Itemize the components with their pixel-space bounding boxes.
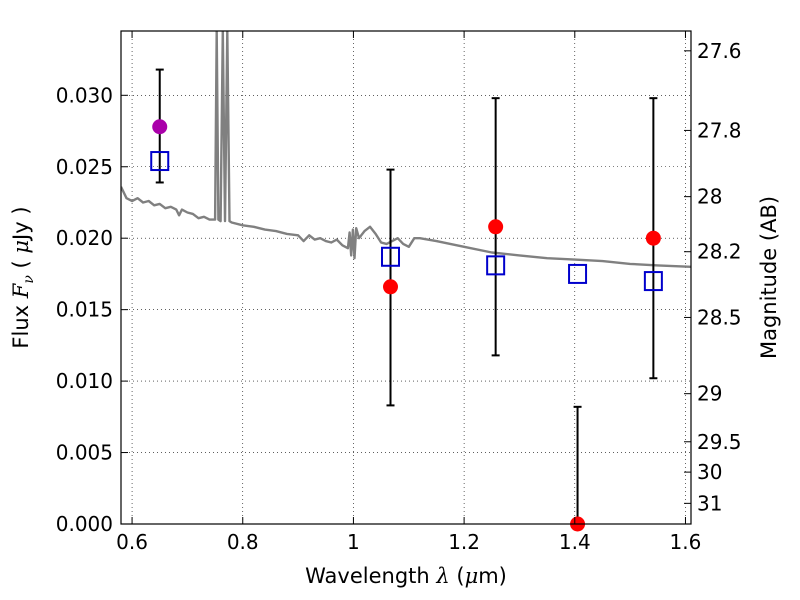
x-tick-label: 1 xyxy=(347,530,360,554)
model-point-square xyxy=(568,263,588,284)
y-tick-label: 0.030 xyxy=(56,83,113,107)
data-point-circle xyxy=(383,279,399,295)
model-spectrum-layer xyxy=(121,31,691,268)
mag-tick-label: 28 xyxy=(697,185,722,209)
model-point-square xyxy=(643,271,663,292)
y-tick-label: 0.000 xyxy=(56,512,113,536)
grid xyxy=(121,31,691,525)
model-point-square xyxy=(150,151,170,172)
data-point-circle xyxy=(645,230,661,246)
x-axis-label: Wavelength λ (μm) xyxy=(305,564,507,588)
ticks: 0.6 0.8 1 1.2 1.4 1.6 0.000 0.005 0.010 0.015 0.02… xyxy=(56,31,742,554)
y-tick-label: 0.020 xyxy=(56,226,113,250)
mag-tick-label: 28.2 xyxy=(697,240,742,264)
y-tick-label: 0.005 xyxy=(56,441,113,465)
y-tick-label: 0.015 xyxy=(56,298,113,322)
mag-tick-label: 29 xyxy=(697,382,722,406)
mag-tick-label: 28.5 xyxy=(697,305,742,329)
data-point-circle xyxy=(488,219,504,235)
error-bars-layer xyxy=(155,68,658,525)
model-spectrum-line xyxy=(121,31,691,268)
data-point-circle xyxy=(152,119,168,135)
y-axis-label: Flux Fν ( μJy ) xyxy=(9,206,37,348)
x-tick-label: 0.8 xyxy=(227,530,259,554)
y-tick-label: 0.025 xyxy=(56,155,113,179)
y2-axis-label: Magnitude (AB) xyxy=(757,196,781,359)
mag-tick-label: 30 xyxy=(697,460,722,484)
mag-tick-label: 27.6 xyxy=(697,39,742,63)
mag-tick-label: 27.8 xyxy=(697,118,742,142)
x-tick-label: 1.4 xyxy=(559,530,591,554)
x-tick-label: 0.6 xyxy=(116,530,148,554)
x-tick-label: 1.2 xyxy=(448,530,480,554)
y-tick-label: 0.010 xyxy=(56,369,113,393)
markers-layer xyxy=(150,119,663,532)
model-point-square xyxy=(381,246,401,267)
mag-tick-label: 31 xyxy=(697,491,722,515)
plot-frame xyxy=(120,30,692,525)
model-point-square xyxy=(486,255,506,276)
x-tick-label: 1.6 xyxy=(670,530,702,554)
mag-tick-label: 29.5 xyxy=(697,430,742,454)
